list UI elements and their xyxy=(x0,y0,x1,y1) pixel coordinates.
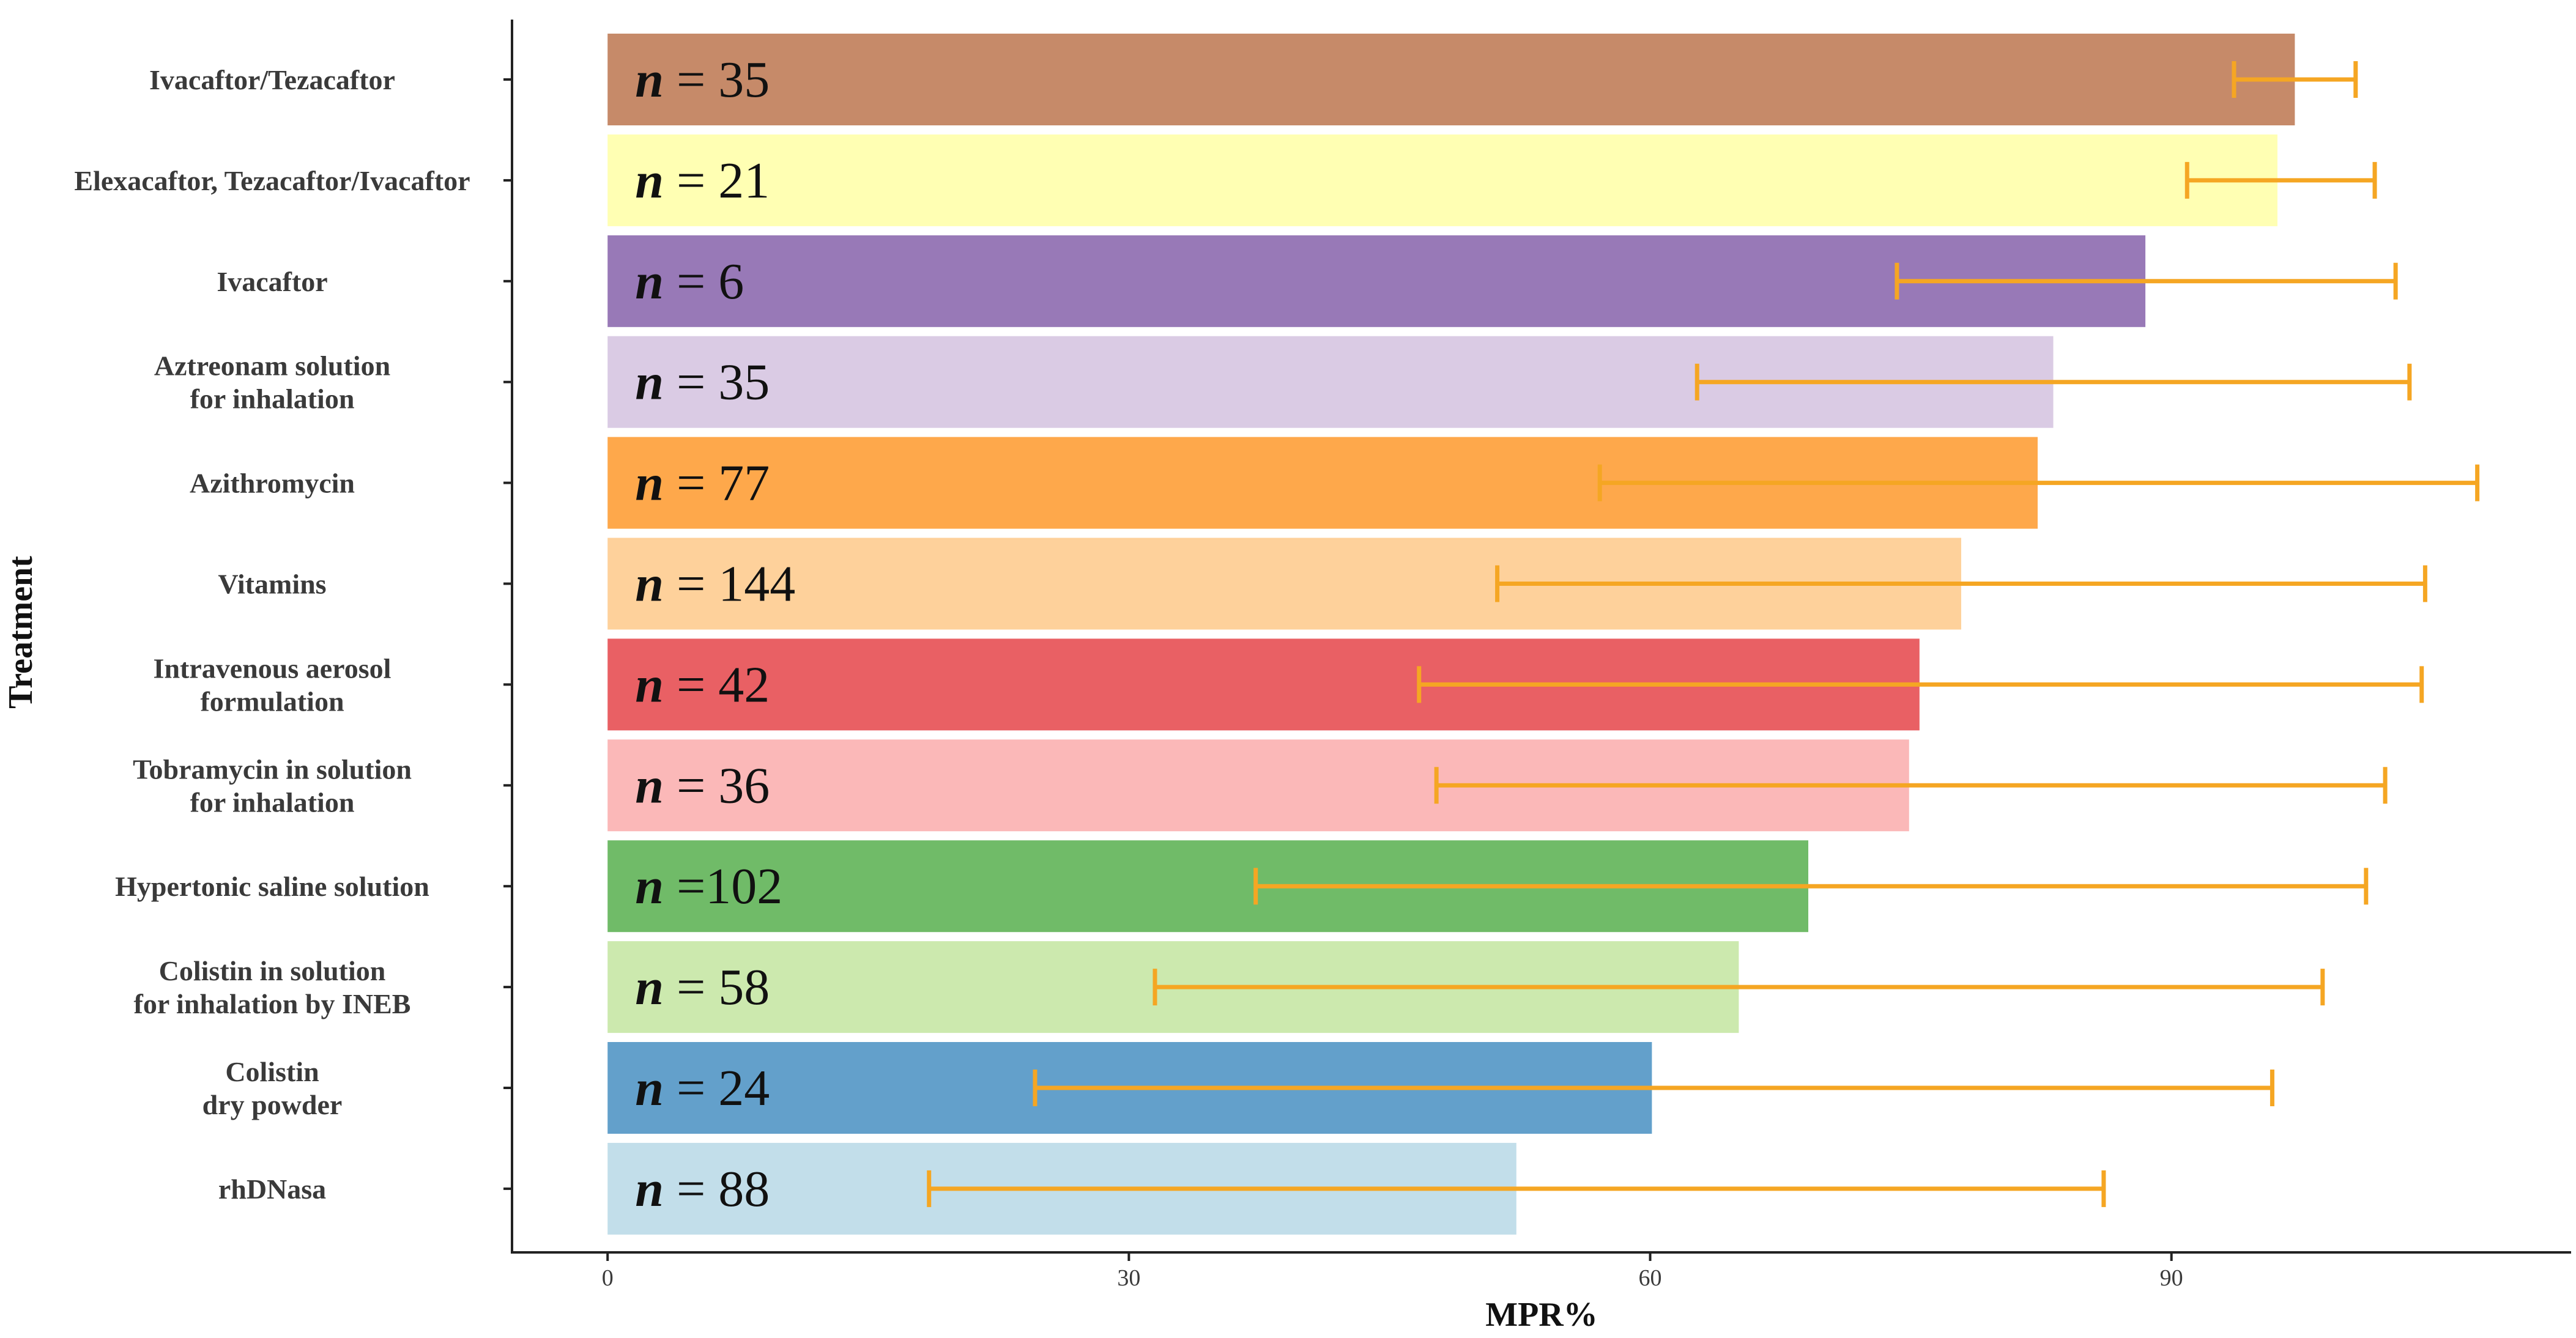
x-tick-label: 0 xyxy=(602,1265,614,1291)
y-tick-label: Aztreonam solution for inhalation xyxy=(154,350,390,415)
category-labels-layer: Ivacaftor/Tezacaftor Elexacaftor, Tezacaf… xyxy=(74,64,470,1205)
y-tick-label: Elexacaftor, Tezacaftor/Ivacaftor xyxy=(74,165,470,196)
n-label-value: = 77 xyxy=(664,455,770,512)
y-tick-label-line: Colistin in solution xyxy=(159,955,386,986)
n-label-prefix: n xyxy=(635,354,664,411)
n-label-prefix: n xyxy=(635,1161,664,1218)
y-tick-label-line: Tobramycin in solution xyxy=(133,753,412,785)
n-label-prefix: n xyxy=(635,152,664,209)
n-label: n = 36 xyxy=(635,757,770,814)
n-label-value: = 6 xyxy=(664,253,744,310)
y-tick-label-line: Hypertonic saline solution xyxy=(115,871,429,902)
n-label-value: = 35 xyxy=(664,51,770,108)
x-tick-label: 90 xyxy=(2160,1265,2183,1291)
n-label-prefix: n xyxy=(635,959,664,1016)
n-label: n = 58 xyxy=(635,959,770,1016)
n-label-prefix: n xyxy=(635,656,664,713)
n-label-prefix: n xyxy=(635,1060,664,1117)
n-label: n = 35 xyxy=(635,51,770,108)
y-tick-label-line: Ivacaftor/Tezacaftor xyxy=(149,64,395,95)
x-axis-title: MPR% xyxy=(1485,1296,1598,1334)
y-tick-label: Intravenous aerosol formulation xyxy=(154,652,392,717)
y-tick-label-line: for inhalation xyxy=(190,383,355,415)
error-bars-layer xyxy=(927,61,2480,1207)
y-tick-label-line: for inhalation by INEB xyxy=(134,988,411,1019)
y-tick-label-line: Intravenous aerosol xyxy=(154,652,392,684)
y-tick-label-line: rhDNasa xyxy=(218,1174,326,1205)
n-label-value: = 88 xyxy=(664,1161,770,1218)
y-tick-label: Colistin dry powder xyxy=(202,1056,343,1120)
y-tick-label-line: Colistin xyxy=(225,1056,319,1087)
n-label-prefix: n xyxy=(635,455,664,512)
bar xyxy=(607,34,2295,125)
n-label-value: =102 xyxy=(664,858,782,915)
y-tick-label: Azithromycin xyxy=(190,468,355,499)
bar xyxy=(607,134,2277,226)
y-tick-label: Ivacaftor xyxy=(217,266,327,297)
y-tick-label-line: Elexacaftor, Tezacaftor/Ivacaftor xyxy=(74,165,470,196)
x-tick-label: 30 xyxy=(1117,1265,1140,1291)
n-label-prefix: n xyxy=(635,556,664,613)
n-label: n = 6 xyxy=(635,253,744,310)
n-label: n = 88 xyxy=(635,1161,770,1218)
y-axis-title: Treatment xyxy=(2,556,40,709)
n-label: n = 35 xyxy=(635,354,770,411)
y-tick-label-line: dry powder xyxy=(202,1089,343,1120)
y-tick-label-line: Ivacaftor xyxy=(217,266,327,297)
y-tick-label: Colistin in solution for inhalation by IN… xyxy=(134,955,411,1019)
n-label: n = 77 xyxy=(635,455,770,512)
n-label-prefix: n xyxy=(635,253,664,310)
bar xyxy=(607,235,2146,327)
y-tick-label: Tobramycin in solution for inhalation xyxy=(133,753,412,818)
n-label: n = 42 xyxy=(635,656,770,713)
n-label-value: = 58 xyxy=(664,959,770,1016)
n-label: n = 24 xyxy=(635,1060,770,1117)
n-label-prefix: n xyxy=(635,757,664,814)
y-tick-label-line: Vitamins xyxy=(218,569,326,600)
n-label-value: = 36 xyxy=(664,757,770,814)
n-label-value: = 35 xyxy=(664,354,770,411)
y-tick-label-line: formulation xyxy=(200,686,344,717)
y-ticks-layer xyxy=(503,78,512,1190)
n-label: n = 144 xyxy=(635,556,795,613)
n-label: n = 21 xyxy=(635,152,770,209)
n-label-prefix: n xyxy=(635,858,664,915)
n-label-value: = 24 xyxy=(664,1060,770,1117)
n-label-value: = 144 xyxy=(664,556,795,613)
n-label: n =102 xyxy=(635,858,782,915)
y-tick-label: Vitamins xyxy=(218,569,326,600)
bars-layer xyxy=(607,34,2295,1235)
n-label-value: = 42 xyxy=(664,656,770,713)
n-label-prefix: n xyxy=(635,51,664,108)
y-tick-label-line: Aztreonam solution xyxy=(154,350,390,382)
y-tick-label-line: for inhalation xyxy=(190,786,355,818)
x-ticks-layer: 0 30 60 90 xyxy=(602,1252,2183,1291)
y-tick-label: Hypertonic saline solution xyxy=(115,871,429,902)
x-tick-label: 60 xyxy=(1639,1265,1662,1291)
y-tick-label: rhDNasa xyxy=(218,1174,326,1205)
y-tick-label-line: Azithromycin xyxy=(190,468,355,499)
y-tick-label: Ivacaftor/Tezacaftor xyxy=(149,64,395,95)
axes-layer xyxy=(511,20,2571,1254)
n-label-value: = 21 xyxy=(664,152,770,209)
